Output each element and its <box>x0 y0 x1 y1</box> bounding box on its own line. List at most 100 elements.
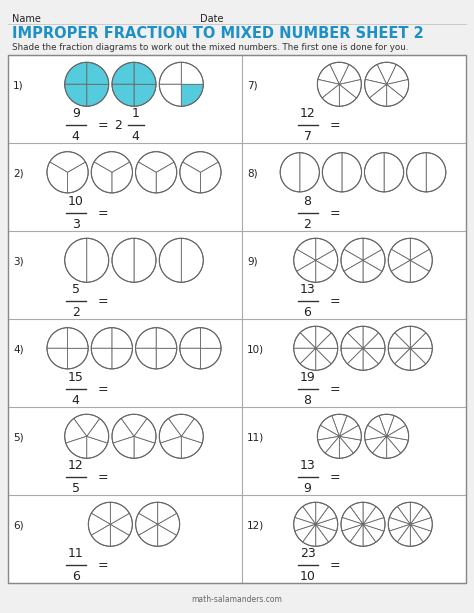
Wedge shape <box>410 502 423 524</box>
Text: 7: 7 <box>303 131 311 143</box>
Wedge shape <box>156 348 177 369</box>
Wedge shape <box>159 63 181 84</box>
Wedge shape <box>136 162 156 193</box>
Wedge shape <box>112 419 134 443</box>
Wedge shape <box>395 348 410 370</box>
Wedge shape <box>410 506 431 524</box>
Wedge shape <box>134 419 156 443</box>
Text: =: = <box>98 207 109 220</box>
Wedge shape <box>91 162 112 193</box>
Text: =: = <box>98 383 109 396</box>
Wedge shape <box>134 436 155 459</box>
Wedge shape <box>391 261 410 282</box>
Wedge shape <box>280 153 300 192</box>
Text: 2): 2) <box>13 169 24 179</box>
Wedge shape <box>181 436 202 459</box>
Wedge shape <box>339 425 361 440</box>
Text: 3: 3 <box>72 218 80 231</box>
Wedge shape <box>410 524 431 542</box>
Wedge shape <box>363 333 385 348</box>
Text: =: = <box>329 207 340 220</box>
Wedge shape <box>387 436 401 459</box>
Text: 10: 10 <box>68 196 84 208</box>
Wedge shape <box>318 436 339 453</box>
Wedge shape <box>316 326 331 348</box>
Wedge shape <box>363 506 384 524</box>
Wedge shape <box>134 63 156 84</box>
Wedge shape <box>365 425 387 440</box>
Text: 5): 5) <box>13 433 24 443</box>
Text: 11): 11) <box>247 433 264 443</box>
Wedge shape <box>342 506 363 524</box>
Wedge shape <box>181 238 203 282</box>
Wedge shape <box>134 238 156 282</box>
Wedge shape <box>342 153 362 192</box>
Wedge shape <box>341 517 363 531</box>
Text: =: = <box>329 559 340 572</box>
Wedge shape <box>159 419 181 443</box>
Wedge shape <box>156 162 177 193</box>
Wedge shape <box>181 419 203 443</box>
Wedge shape <box>87 238 109 282</box>
Wedge shape <box>158 502 177 524</box>
Wedge shape <box>410 326 426 348</box>
Text: 13: 13 <box>300 283 315 297</box>
Text: =: = <box>98 119 109 132</box>
Wedge shape <box>47 162 68 193</box>
Wedge shape <box>373 436 387 459</box>
Text: 12: 12 <box>68 459 83 473</box>
Wedge shape <box>322 84 339 106</box>
Text: 5: 5 <box>72 482 80 495</box>
Wedge shape <box>410 524 423 546</box>
Text: 6: 6 <box>72 571 80 584</box>
Wedge shape <box>339 416 358 436</box>
Wedge shape <box>397 524 410 546</box>
Wedge shape <box>181 63 203 84</box>
Wedge shape <box>113 436 134 459</box>
Wedge shape <box>379 414 394 436</box>
Text: 4: 4 <box>72 131 80 143</box>
Wedge shape <box>295 524 316 542</box>
Wedge shape <box>168 414 194 436</box>
Wedge shape <box>318 80 339 98</box>
Wedge shape <box>138 502 158 524</box>
Wedge shape <box>50 151 85 172</box>
Wedge shape <box>330 63 349 84</box>
Wedge shape <box>303 502 316 524</box>
Wedge shape <box>426 153 446 192</box>
Wedge shape <box>320 416 339 436</box>
Wedge shape <box>363 348 379 370</box>
Wedge shape <box>365 80 387 98</box>
Wedge shape <box>387 80 409 98</box>
Text: 2: 2 <box>304 218 311 231</box>
Wedge shape <box>112 63 134 84</box>
Wedge shape <box>388 517 410 531</box>
Text: 12): 12) <box>247 521 264 531</box>
Wedge shape <box>294 333 316 348</box>
Wedge shape <box>350 524 363 546</box>
Wedge shape <box>91 502 110 524</box>
Text: =: = <box>98 295 109 308</box>
Wedge shape <box>387 436 408 453</box>
Wedge shape <box>384 153 404 192</box>
Wedge shape <box>87 419 109 443</box>
Wedge shape <box>136 348 156 369</box>
Wedge shape <box>295 506 316 524</box>
Text: IMPROPER FRACTION TO MIXED NUMBER SHEET 2: IMPROPER FRACTION TO MIXED NUMBER SHEET … <box>12 26 424 41</box>
Wedge shape <box>74 414 100 436</box>
Wedge shape <box>112 84 134 106</box>
Text: 3): 3) <box>13 257 24 267</box>
Wedge shape <box>410 348 432 364</box>
Wedge shape <box>316 348 337 364</box>
Wedge shape <box>363 238 382 261</box>
Bar <box>8 55 466 583</box>
Wedge shape <box>350 502 363 524</box>
Wedge shape <box>300 153 319 192</box>
Wedge shape <box>388 333 410 348</box>
Wedge shape <box>316 517 337 531</box>
Wedge shape <box>94 151 130 172</box>
Wedge shape <box>342 524 363 542</box>
Wedge shape <box>407 153 426 192</box>
Text: 8): 8) <box>247 169 258 179</box>
Wedge shape <box>180 348 201 369</box>
